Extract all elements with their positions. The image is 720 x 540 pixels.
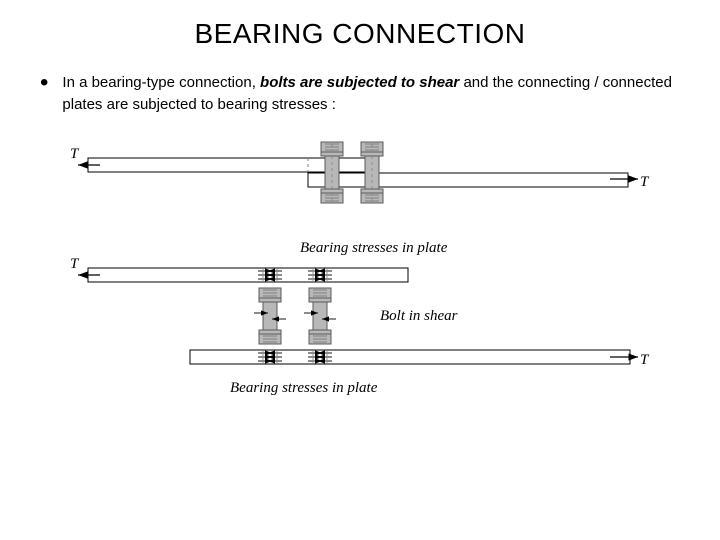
bullet-prefix: In a bearing-type connection,: [62, 74, 260, 91]
svg-text:T: T: [70, 146, 80, 162]
page-title: BEARING CONNECTION: [0, 18, 720, 50]
svg-text:T: T: [70, 256, 80, 272]
svg-text:Bearing stresses in plate: Bearing stresses in plate: [300, 240, 448, 256]
bullet-emphasis: bolts are subjected to shear: [260, 74, 459, 91]
svg-text:Bolt in shear: Bolt in shear: [380, 308, 458, 324]
bearing-diagram: T T T T Bearing stresses in plate Bolt in she…: [70, 140, 650, 430]
svg-text:T: T: [640, 174, 650, 190]
bullet-marker: •: [40, 74, 48, 92]
bullet-text: In a bearing-type connection, bolts are …: [62, 72, 680, 116]
svg-text:Bearing stresses in plate: Bearing stresses in plate: [230, 380, 378, 396]
diagram-container: T T T T Bearing stresses in plate Bolt in she…: [70, 140, 650, 435]
svg-text:T: T: [640, 352, 650, 368]
bullet-item: • In a bearing-type connection, bolts ar…: [40, 72, 680, 116]
